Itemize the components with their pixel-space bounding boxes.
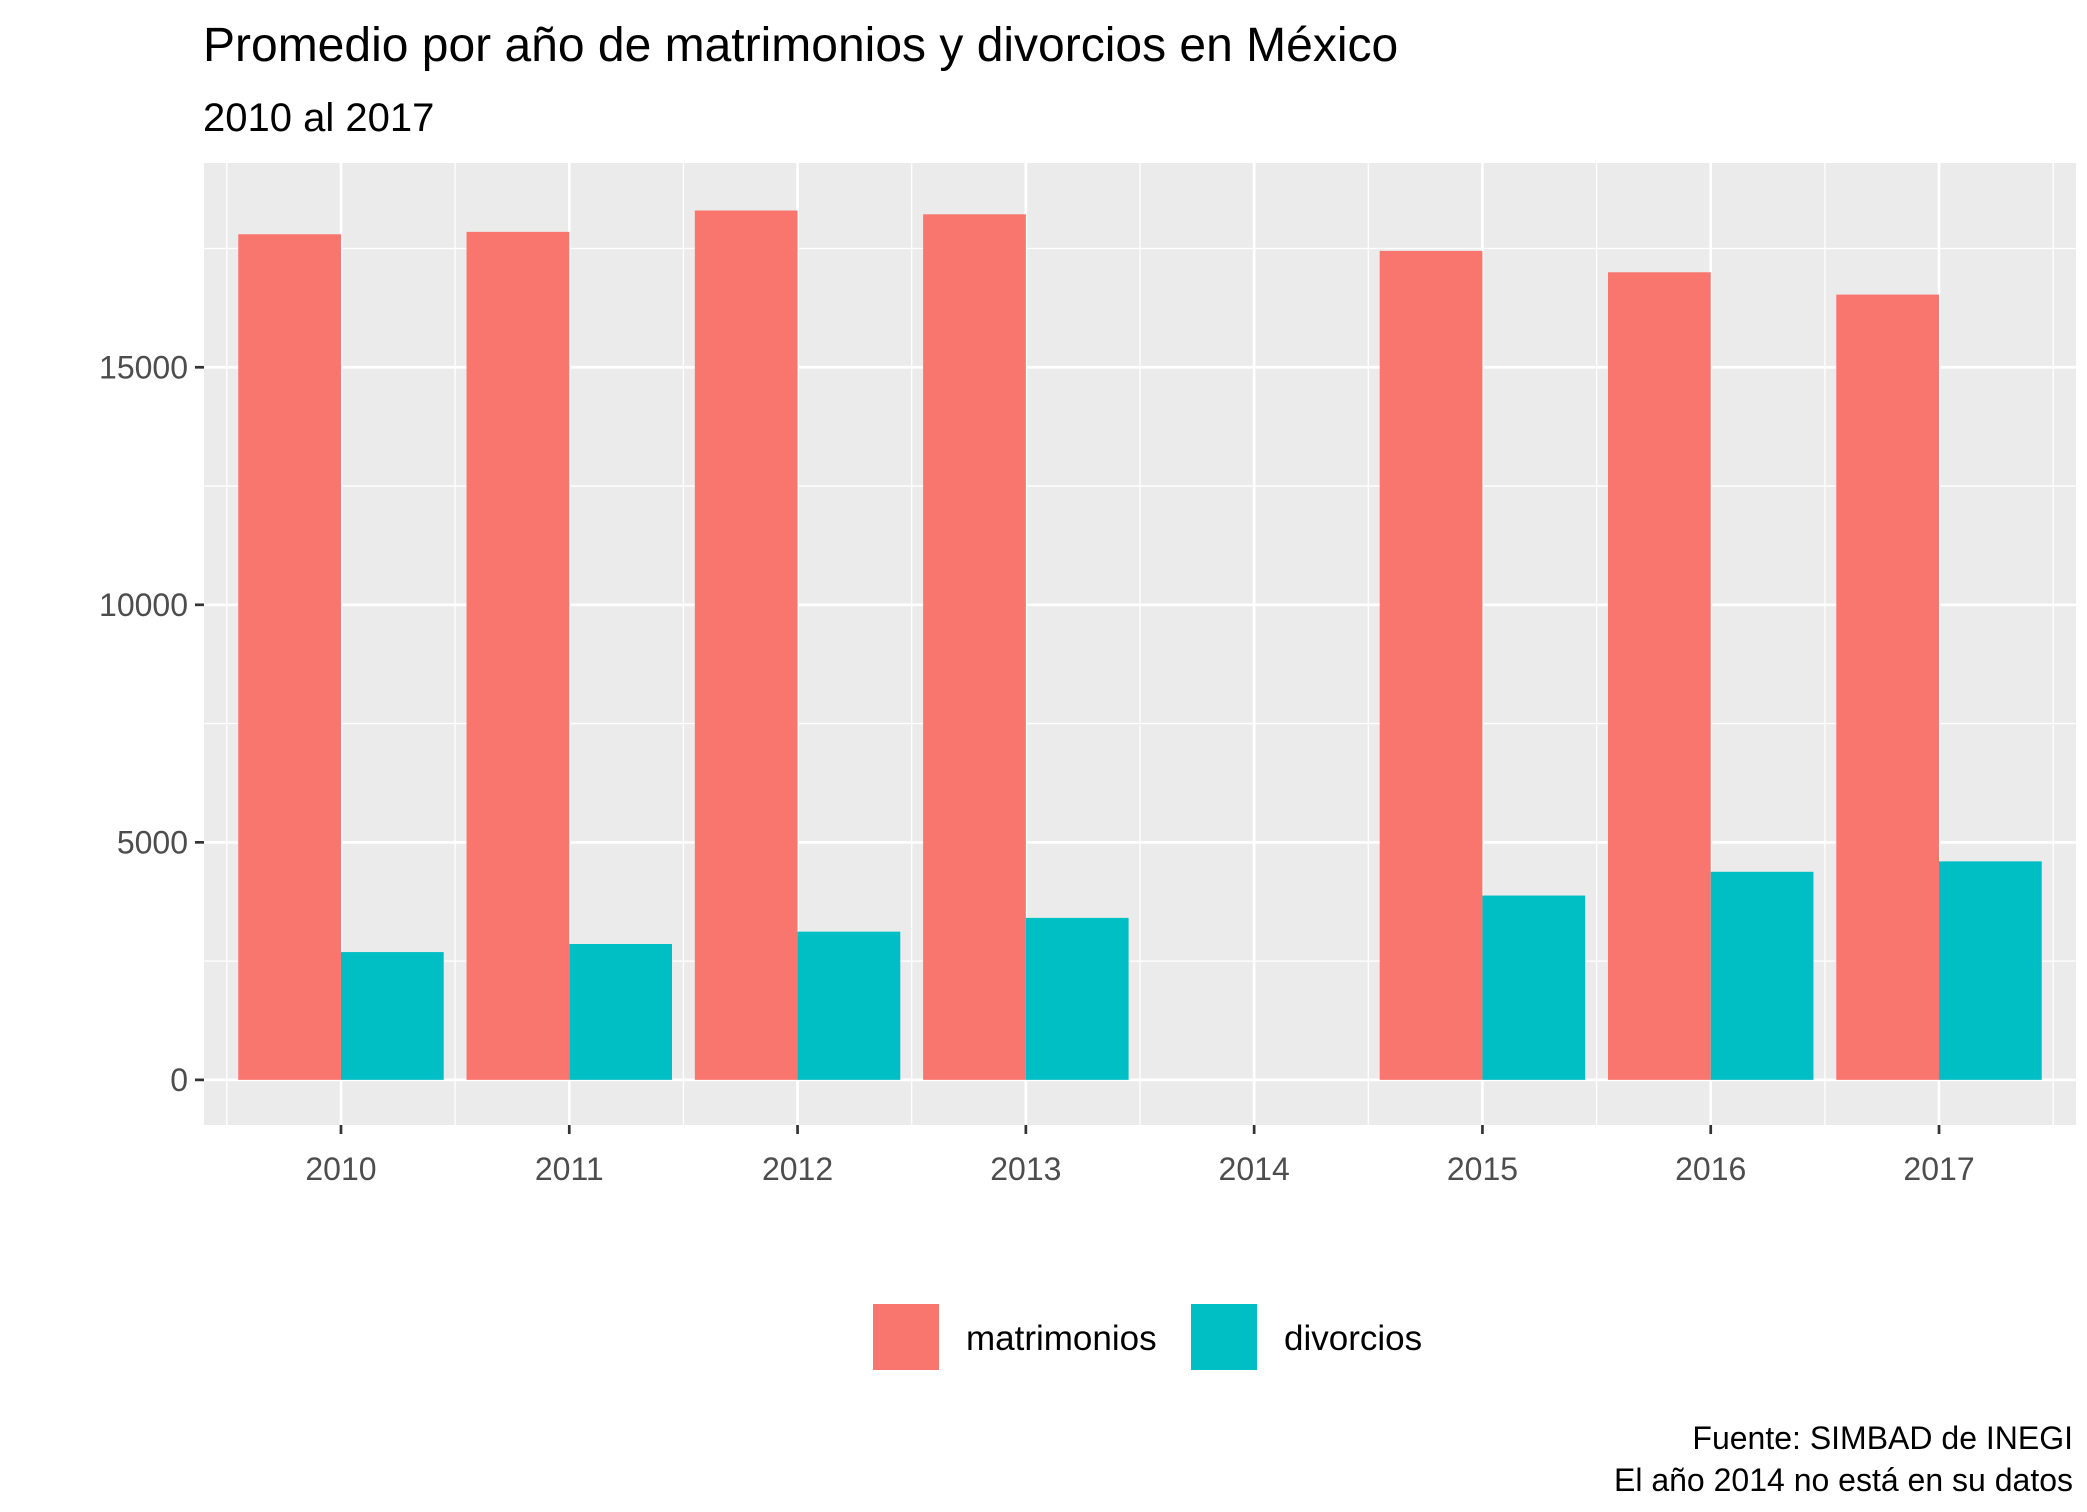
x-tick-label: 2016 xyxy=(1675,1151,1746,1187)
legend: matrimonios divorcios xyxy=(871,1302,1422,1372)
x-tick-label: 2013 xyxy=(990,1151,1061,1187)
y-tick-label: 0 xyxy=(170,1062,188,1098)
bar-matrimonios-2013 xyxy=(923,214,1026,1080)
x-tick-label: 2012 xyxy=(762,1151,833,1187)
chart-subtitle: 2010 al 2017 xyxy=(203,96,434,140)
bar-matrimonios-2010 xyxy=(238,234,341,1080)
bar-matrimonios-2017 xyxy=(1836,294,1940,1080)
x-tick-label: 2010 xyxy=(305,1151,376,1187)
y-tick-label: 5000 xyxy=(117,824,188,860)
legend-label-divorcios: divorcios xyxy=(1284,1319,1422,1358)
bar-matrimonios-2015 xyxy=(1379,250,1483,1080)
x-tick-label: 2017 xyxy=(1903,1151,1974,1187)
bars xyxy=(238,210,2042,1080)
bar-divorcios-2013 xyxy=(1025,917,1129,1080)
y-axis: 0 5000 10000 15000 xyxy=(99,349,204,1098)
x-tick-label: 2014 xyxy=(1219,1151,1290,1187)
caption-source: Fuente: SIMBAD de INEGI xyxy=(1692,1420,2073,1456)
bar-matrimonios-2012 xyxy=(694,210,798,1080)
caption-note: El año 2014 no está en su datos xyxy=(1614,1462,2073,1498)
legend-key-divorcios xyxy=(1189,1302,1259,1372)
legend-key-matrimonios xyxy=(871,1302,941,1372)
x-tick-label: 2015 xyxy=(1447,1151,1518,1187)
bar-divorcios-2016 xyxy=(1710,871,1814,1080)
bar-matrimonios-2011 xyxy=(466,231,570,1080)
bar-divorcios-2012 xyxy=(797,931,901,1080)
legend-label-matrimonios: matrimonios xyxy=(966,1319,1157,1358)
y-tick-label: 10000 xyxy=(99,587,188,623)
bar-matrimonios-2016 xyxy=(1608,272,1711,1080)
chart-title: Promedio por año de matrimonios y divorc… xyxy=(203,19,1398,72)
y-tick-label: 15000 xyxy=(99,349,188,385)
x-axis: 2010 2011 2012 2013 2014 2015 2016 2017 xyxy=(305,1125,1975,1187)
bar-divorcios-2011 xyxy=(569,944,672,1080)
bar-divorcios-2017 xyxy=(1939,861,2042,1080)
bar-divorcios-2015 xyxy=(1482,895,1586,1080)
bar-divorcios-2010 xyxy=(340,952,444,1080)
x-tick-label: 2011 xyxy=(535,1151,604,1187)
